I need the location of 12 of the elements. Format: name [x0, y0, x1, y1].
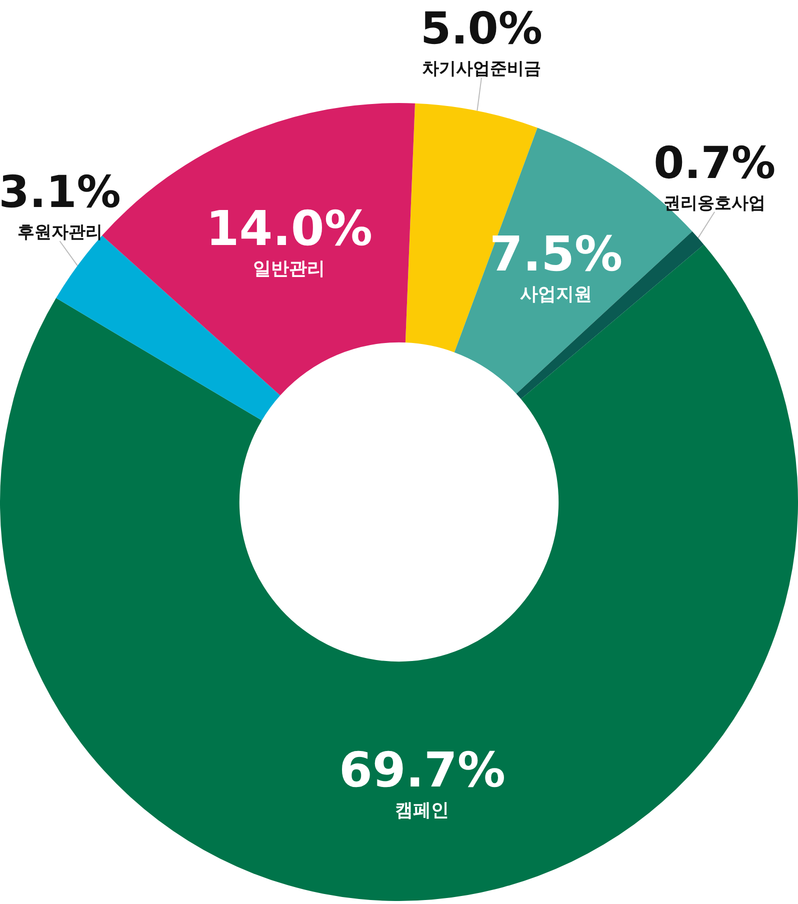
slice-label: 일반관리 [253, 258, 326, 280]
data-label: 7.5% [489, 226, 623, 282]
data-label: 69.7% [338, 742, 506, 798]
slice-label: 차기사업준비금 [422, 59, 541, 80]
data-label: 14.0% [206, 200, 372, 257]
data-label: 5.0% [420, 4, 543, 55]
slice-label: 후원자관리 [17, 222, 102, 243]
slice-label: 사업지원 [520, 284, 592, 305]
slice-label: 권리옹호사업 [664, 193, 766, 214]
data-label: 3.1% [0, 167, 121, 218]
slice-label: 캠페인 [395, 800, 450, 821]
data-label: 0.7% [654, 138, 776, 189]
